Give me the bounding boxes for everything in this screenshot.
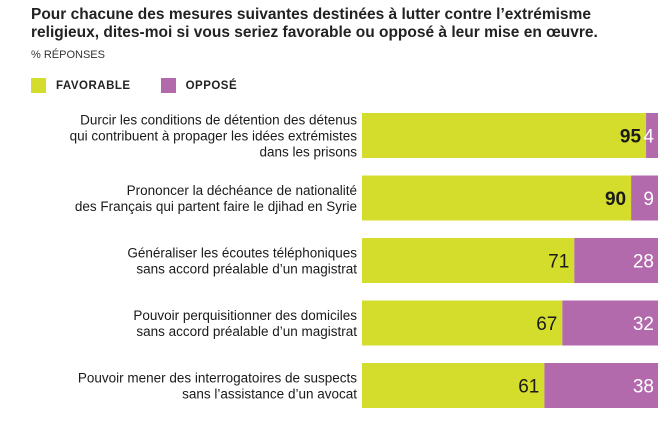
category-label: Durcir les conditions de détention des d… xyxy=(80,113,357,128)
bar-favorable xyxy=(362,175,632,221)
bar-favorable xyxy=(362,238,575,283)
legend-label-oppose: OPPOSÉ xyxy=(185,79,238,92)
legend-item-favorable: FAVORABLE xyxy=(31,78,131,93)
bar-favorable xyxy=(362,300,563,346)
bar-favorable xyxy=(362,363,545,408)
bar-favorable xyxy=(362,113,647,158)
chart-title: Pour chacune des mesures suivantes desti… xyxy=(31,6,598,41)
bar-oppose xyxy=(562,300,659,346)
value-label-favorable: 71 xyxy=(548,252,569,273)
value-label-favorable: 61 xyxy=(518,377,539,398)
category-label: sans accord préalable d’un magistrat xyxy=(136,324,357,339)
value-label-favorable: 67 xyxy=(536,314,557,335)
category-label: qui contribuent à propager les idées ext… xyxy=(70,129,358,144)
legend-item-oppose: OPPOSÉ xyxy=(160,78,238,93)
bar-oppose xyxy=(574,238,659,283)
value-label-oppose: 4 xyxy=(643,127,654,148)
legend: FAVORABLE OPPOSÉ xyxy=(31,78,267,93)
bar-oppose xyxy=(631,175,659,221)
category-label: Pouvoir perquisitionner des domiciles xyxy=(133,308,357,323)
value-label-oppose: 28 xyxy=(633,252,654,273)
category-label: dans les prisons xyxy=(259,145,357,160)
value-label-oppose: 38 xyxy=(633,377,654,398)
category-label: Généraliser les écoutes téléphoniques xyxy=(127,246,357,261)
bar-oppose xyxy=(646,113,659,158)
legend-swatch-favorable xyxy=(31,78,46,93)
value-label-favorable: 90 xyxy=(605,189,626,210)
category-label: sans accord préalable d’un magistrat xyxy=(136,262,357,277)
category-label: des Français qui partent faire le djihad… xyxy=(75,199,357,214)
value-label-oppose: 9 xyxy=(643,189,654,210)
bar-oppose xyxy=(544,363,659,408)
legend-swatch-oppose xyxy=(160,78,176,93)
value-label-favorable: 95 xyxy=(620,127,642,148)
value-label-oppose: 32 xyxy=(633,314,654,335)
category-label: Pouvoir mener des interrogatoires de sus… xyxy=(78,371,357,386)
legend-label-favorable: FAVORABLE xyxy=(56,79,131,92)
category-label: sans l’assistance d’un avocat xyxy=(182,387,357,402)
chart-subtitle: % RÉPONSES xyxy=(31,49,105,61)
category-label: Prononcer la déchéance de nationalité xyxy=(127,183,357,198)
